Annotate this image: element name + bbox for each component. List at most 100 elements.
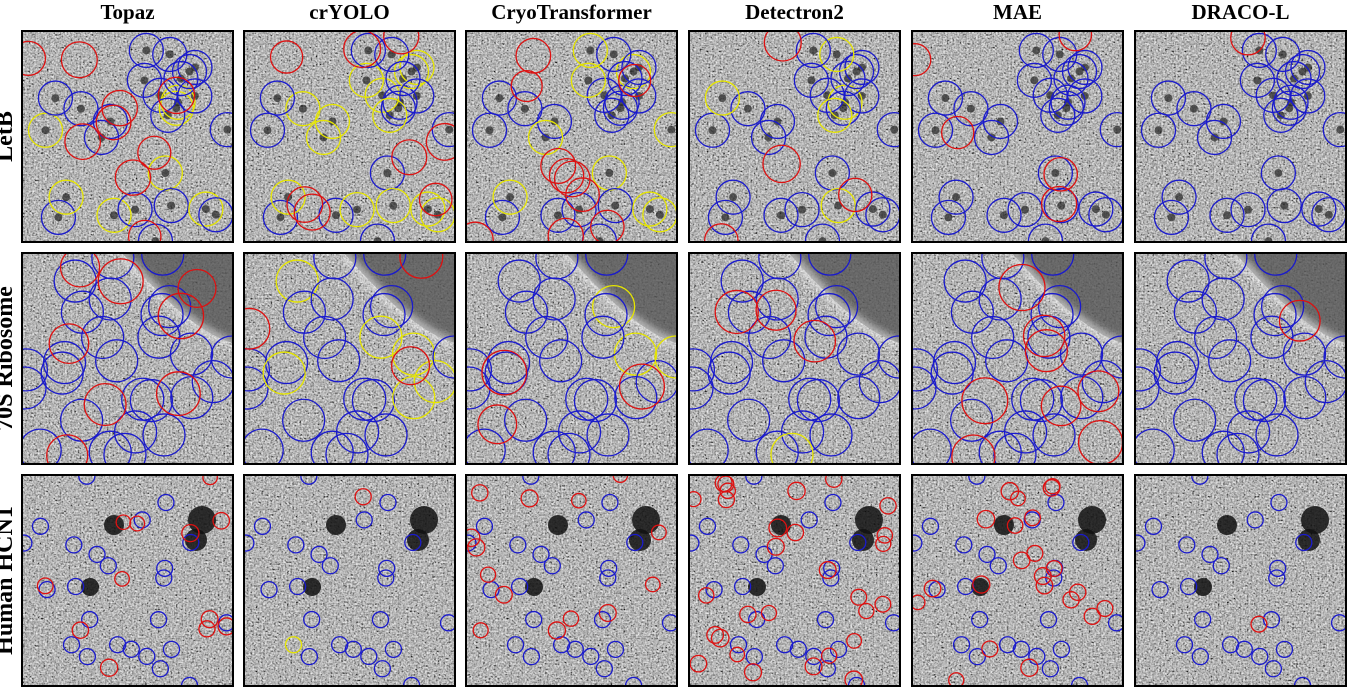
particle	[383, 169, 392, 178]
particle	[423, 205, 432, 214]
false-pick	[391, 139, 428, 176]
pick-circle	[22, 366, 47, 410]
pick-circle	[1234, 377, 1278, 421]
particle	[167, 201, 176, 210]
panel-border	[688, 252, 901, 465]
pick-circle	[800, 511, 818, 529]
micrograph	[244, 253, 455, 464]
pick-circle	[1295, 533, 1313, 552]
pick-circle	[156, 559, 174, 578]
pick-circle	[532, 545, 550, 564]
pick-circle	[1283, 376, 1327, 420]
particle	[1080, 63, 1089, 72]
pick-circle	[1078, 191, 1114, 227]
pick-circle	[149, 611, 168, 629]
dark-blob	[771, 515, 791, 535]
pick-circle	[876, 112, 900, 148]
carbon-edge	[122, 253, 233, 343]
particle	[1324, 210, 1333, 219]
particle	[140, 76, 149, 85]
particle	[1051, 169, 1060, 178]
particle	[1219, 117, 1228, 126]
pick-circle	[1153, 351, 1197, 395]
pick-circle	[1173, 290, 1218, 334]
pick-circle	[844, 78, 880, 114]
pick-circle	[1161, 179, 1197, 215]
pick-circle	[582, 647, 600, 666]
panel-border	[21, 30, 234, 243]
particle	[931, 126, 940, 135]
particle	[966, 104, 975, 113]
particle	[1175, 193, 1184, 202]
pick-circle	[321, 557, 339, 575]
false-pick	[689, 654, 708, 673]
pick-circle	[543, 557, 561, 575]
false-pick	[618, 363, 666, 410]
pick-circle	[63, 91, 99, 127]
particle	[807, 76, 816, 85]
particle	[276, 213, 285, 222]
false-pick	[202, 475, 218, 486]
particle	[1253, 76, 1262, 85]
particle	[667, 125, 676, 134]
pick-circle	[310, 545, 328, 564]
pick-circle	[814, 284, 859, 329]
pick-circle	[81, 610, 99, 629]
pick-circle	[858, 359, 900, 404]
dark-blob	[1078, 506, 1106, 534]
pick-circle	[188, 191, 224, 227]
pick-circle	[1216, 432, 1260, 464]
particle	[485, 126, 494, 135]
pick-circle	[83, 119, 120, 156]
pick-circle	[585, 253, 629, 276]
false-pick	[481, 349, 528, 396]
panel-border	[243, 474, 456, 687]
particle	[331, 211, 340, 220]
particle	[1101, 210, 1110, 219]
false-pick	[1024, 509, 1041, 527]
pick-circle	[1081, 359, 1123, 404]
pick-circle	[1304, 359, 1346, 404]
particle	[1289, 74, 1298, 83]
particle	[76, 104, 85, 113]
pick-circle	[689, 428, 729, 464]
false-pick	[1024, 329, 1068, 373]
micrograph	[22, 475, 233, 686]
pick-circle	[584, 292, 628, 337]
false-pick	[565, 177, 600, 213]
false-pick	[739, 605, 757, 624]
particle	[818, 237, 827, 242]
column-title: CryoTransformer	[491, 0, 652, 24]
pick-circle	[285, 91, 321, 127]
pick-circle	[1016, 62, 1053, 98]
false-pick	[1278, 299, 1321, 342]
false-pick	[768, 518, 788, 538]
pick-circle	[1040, 97, 1076, 133]
pick-circle	[377, 569, 395, 587]
pick-circle	[260, 580, 278, 599]
pick-circle	[1271, 90, 1307, 126]
pick-circle	[653, 112, 677, 148]
pick-circle	[1205, 103, 1242, 140]
pick-circle	[177, 49, 213, 86]
pick-circle	[1172, 398, 1217, 442]
false-pick	[618, 63, 652, 98]
pick-circle	[1135, 366, 1160, 410]
pick-circle	[998, 636, 1017, 654]
carbon-edge	[566, 253, 677, 343]
micrograph	[912, 475, 1123, 686]
pick-circle	[66, 577, 85, 596]
pick-circle	[141, 253, 185, 276]
pick-circle	[88, 545, 106, 564]
pick-circle	[1153, 199, 1190, 235]
row-title: Human HCN1	[0, 506, 18, 655]
particle	[941, 94, 950, 103]
pick-circle	[784, 191, 820, 228]
false-pick	[710, 628, 730, 648]
pick-circle	[522, 647, 541, 666]
pick-circle	[113, 410, 158, 454]
pick-circle	[373, 660, 392, 678]
particle	[433, 210, 442, 219]
dark-blob	[303, 578, 321, 596]
pick-circle	[1135, 534, 1146, 552]
